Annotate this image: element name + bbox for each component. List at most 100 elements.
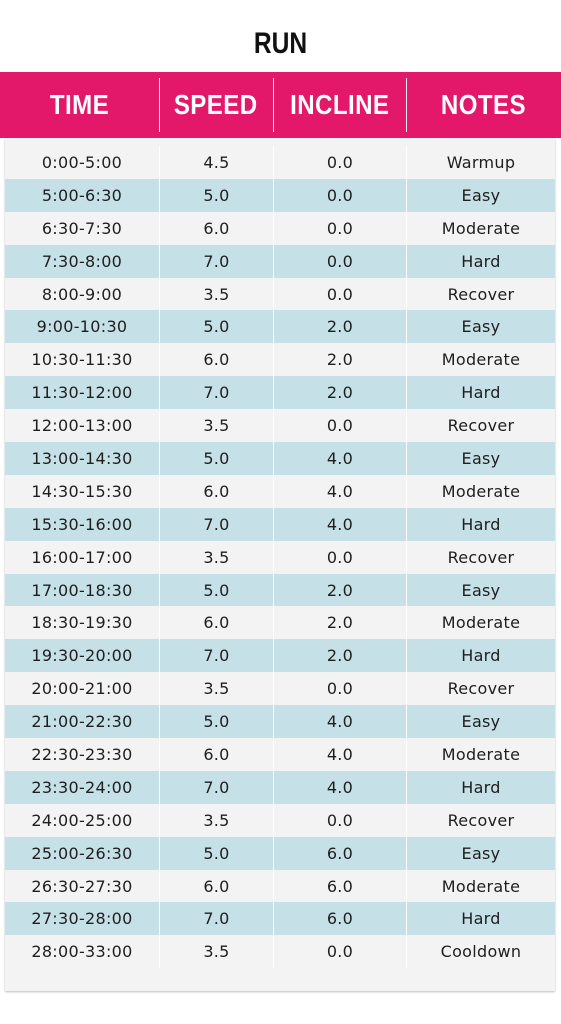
notes-cell: Easy	[406, 442, 555, 475]
table-row: 17:00-18:30 5.0 2.0 Easy	[5, 573, 555, 607]
time-cell: 19:30-20:00	[31, 646, 133, 666]
incline-cell: 0.0	[273, 146, 406, 179]
incline-cell: 0.0	[273, 935, 406, 969]
speed-cell: 6.0	[159, 738, 273, 771]
notes-cell: Moderate	[406, 869, 555, 903]
table-row: 21:00-22:30 5.0 4.0 Easy	[5, 705, 555, 739]
incline-cell: 0.0	[273, 277, 406, 311]
speed-cell: 5.0	[159, 442, 273, 475]
table-row: 26:30-27:30 6.0 6.0 Moderate	[5, 869, 555, 903]
table-row: 20:00-21:00 3.5 0.0 Recover	[5, 672, 555, 706]
notes-cell: Recover	[406, 277, 555, 311]
time-cell: 11:30-12:00	[31, 383, 133, 403]
table-row: 9:00-10:30 5.0 2.0 Easy	[5, 310, 555, 344]
time-cell: 13:00-14:30	[31, 448, 133, 468]
incline-cell: 0.0	[273, 409, 406, 443]
speed-cell: 5.0	[159, 705, 273, 739]
time-cell: 18:30-19:30	[31, 613, 133, 633]
notes-cell: Recover	[406, 672, 555, 706]
speed-cell: 3.5	[159, 803, 273, 837]
notes-cell: Hard	[406, 507, 555, 541]
notes-cell: Hard	[406, 244, 555, 278]
time-cell: 9:00-10:30	[36, 317, 128, 337]
incline-cell: 0.0	[273, 672, 406, 706]
table-row: 28:00-33:00 3.5 0.0 Cooldown	[5, 935, 555, 969]
speed-cell: 6.0	[159, 606, 273, 640]
notes-cell: Hard	[406, 639, 555, 673]
table-body: 0:00-5:00 4.5 0.0 Warmup 5:00-6:30 5.0 0.0 Easy…	[5, 146, 555, 969]
table-row: 22:30-23:30 6.0 4.0 Moderate	[5, 738, 555, 771]
table-row: 5:00-6:30 5.0 0.0 Easy	[5, 178, 555, 212]
time-cell: 14:30-15:30	[31, 481, 133, 501]
table-row: 23:30-24:00 7.0 4.0 Hard	[5, 770, 555, 804]
table-row: 7:30-8:00 7.0 0.0 Hard	[5, 244, 555, 278]
time-cell: 12:00-13:00	[31, 416, 133, 436]
time-cell: 17:00-18:30	[31, 580, 133, 600]
speed-cell: 7.0	[159, 376, 273, 410]
incline-cell: 4.0	[273, 442, 406, 475]
table-row: 14:30-15:30 6.0 4.0 Moderate	[5, 474, 555, 508]
workout-table: 0:00-5:00 4.5 0.0 Warmup 5:00-6:30 5.0 0.0 Easy…	[5, 138, 555, 991]
column-header-notes: NOTES	[406, 72, 561, 138]
notes-cell: Moderate	[406, 343, 555, 377]
time-cell: 24:00-25:00	[31, 810, 133, 830]
table-row: 15:30-16:00 7.0 4.0 Hard	[5, 507, 555, 541]
time-cell: 20:00-21:00	[31, 679, 133, 699]
column-header-speed: SPEED	[159, 72, 273, 138]
column-header-incline: INCLINE	[273, 72, 406, 138]
time-cell: 25:00-26:30	[31, 843, 133, 863]
incline-cell: 0.0	[273, 540, 406, 574]
table-row: 24:00-25:00 3.5 0.0 Recover	[5, 803, 555, 837]
table-row: 18:30-19:30 6.0 2.0 Moderate	[5, 606, 555, 640]
table-row: 19:30-20:00 7.0 2.0 Hard	[5, 639, 555, 673]
notes-cell: Easy	[406, 310, 555, 344]
speed-cell: 5.0	[159, 573, 273, 607]
speed-cell: 3.5	[159, 540, 273, 574]
notes-cell: Recover	[406, 540, 555, 574]
incline-cell: 2.0	[273, 310, 406, 344]
time-cell: 22:30-23:30	[31, 744, 133, 764]
incline-cell: 4.0	[273, 507, 406, 541]
incline-cell: 4.0	[273, 474, 406, 508]
time-cell: 10:30-11:30	[31, 350, 133, 370]
notes-cell: Cooldown	[406, 935, 555, 969]
speed-cell: 3.5	[159, 409, 273, 443]
table-header: TIME SPEED INCLINE NOTES	[0, 72, 561, 138]
speed-cell: 3.5	[159, 277, 273, 311]
incline-cell: 6.0	[273, 836, 406, 870]
speed-cell: 5.0	[159, 310, 273, 344]
time-cell: 26:30-27:30	[31, 876, 133, 896]
speed-cell: 7.0	[159, 770, 273, 804]
table-row: 10:30-11:30 6.0 2.0 Moderate	[5, 343, 555, 377]
notes-cell: Recover	[406, 803, 555, 837]
notes-cell: Moderate	[406, 738, 555, 771]
speed-cell: 6.0	[159, 211, 273, 245]
speed-cell: 6.0	[159, 869, 273, 903]
time-cell: 7:30-8:00	[41, 251, 123, 271]
incline-cell: 2.0	[273, 343, 406, 377]
notes-cell: Moderate	[406, 606, 555, 640]
incline-cell: 0.0	[273, 244, 406, 278]
speed-cell: 7.0	[159, 902, 273, 936]
time-cell: 23:30-24:00	[31, 777, 133, 797]
notes-cell: Hard	[406, 770, 555, 804]
column-header-label: NOTES	[440, 89, 527, 120]
time-cell: 0:00-5:00	[41, 152, 123, 172]
incline-cell: 2.0	[273, 639, 406, 673]
table-row: 25:00-26:30 5.0 6.0 Easy	[5, 836, 555, 870]
notes-cell: Hard	[406, 376, 555, 410]
notes-cell: Easy	[406, 836, 555, 870]
notes-cell: Moderate	[406, 474, 555, 508]
time-cell: 6:30-7:30	[41, 218, 123, 238]
column-header-label: TIME	[49, 89, 110, 120]
table-row: 0:00-5:00 4.5 0.0 Warmup	[5, 146, 555, 179]
notes-cell: Warmup	[406, 146, 555, 179]
table-row: 8:00-9:00 3.5 0.0 Recover	[5, 277, 555, 311]
notes-cell: Easy	[406, 573, 555, 607]
table-row: 16:00-17:00 3.5 0.0 Recover	[5, 540, 555, 574]
incline-cell: 0.0	[273, 803, 406, 837]
time-cell: 15:30-16:00	[31, 514, 133, 534]
speed-cell: 4.5	[159, 146, 273, 179]
incline-cell: 0.0	[273, 211, 406, 245]
time-cell: 16:00-17:00	[31, 547, 133, 567]
